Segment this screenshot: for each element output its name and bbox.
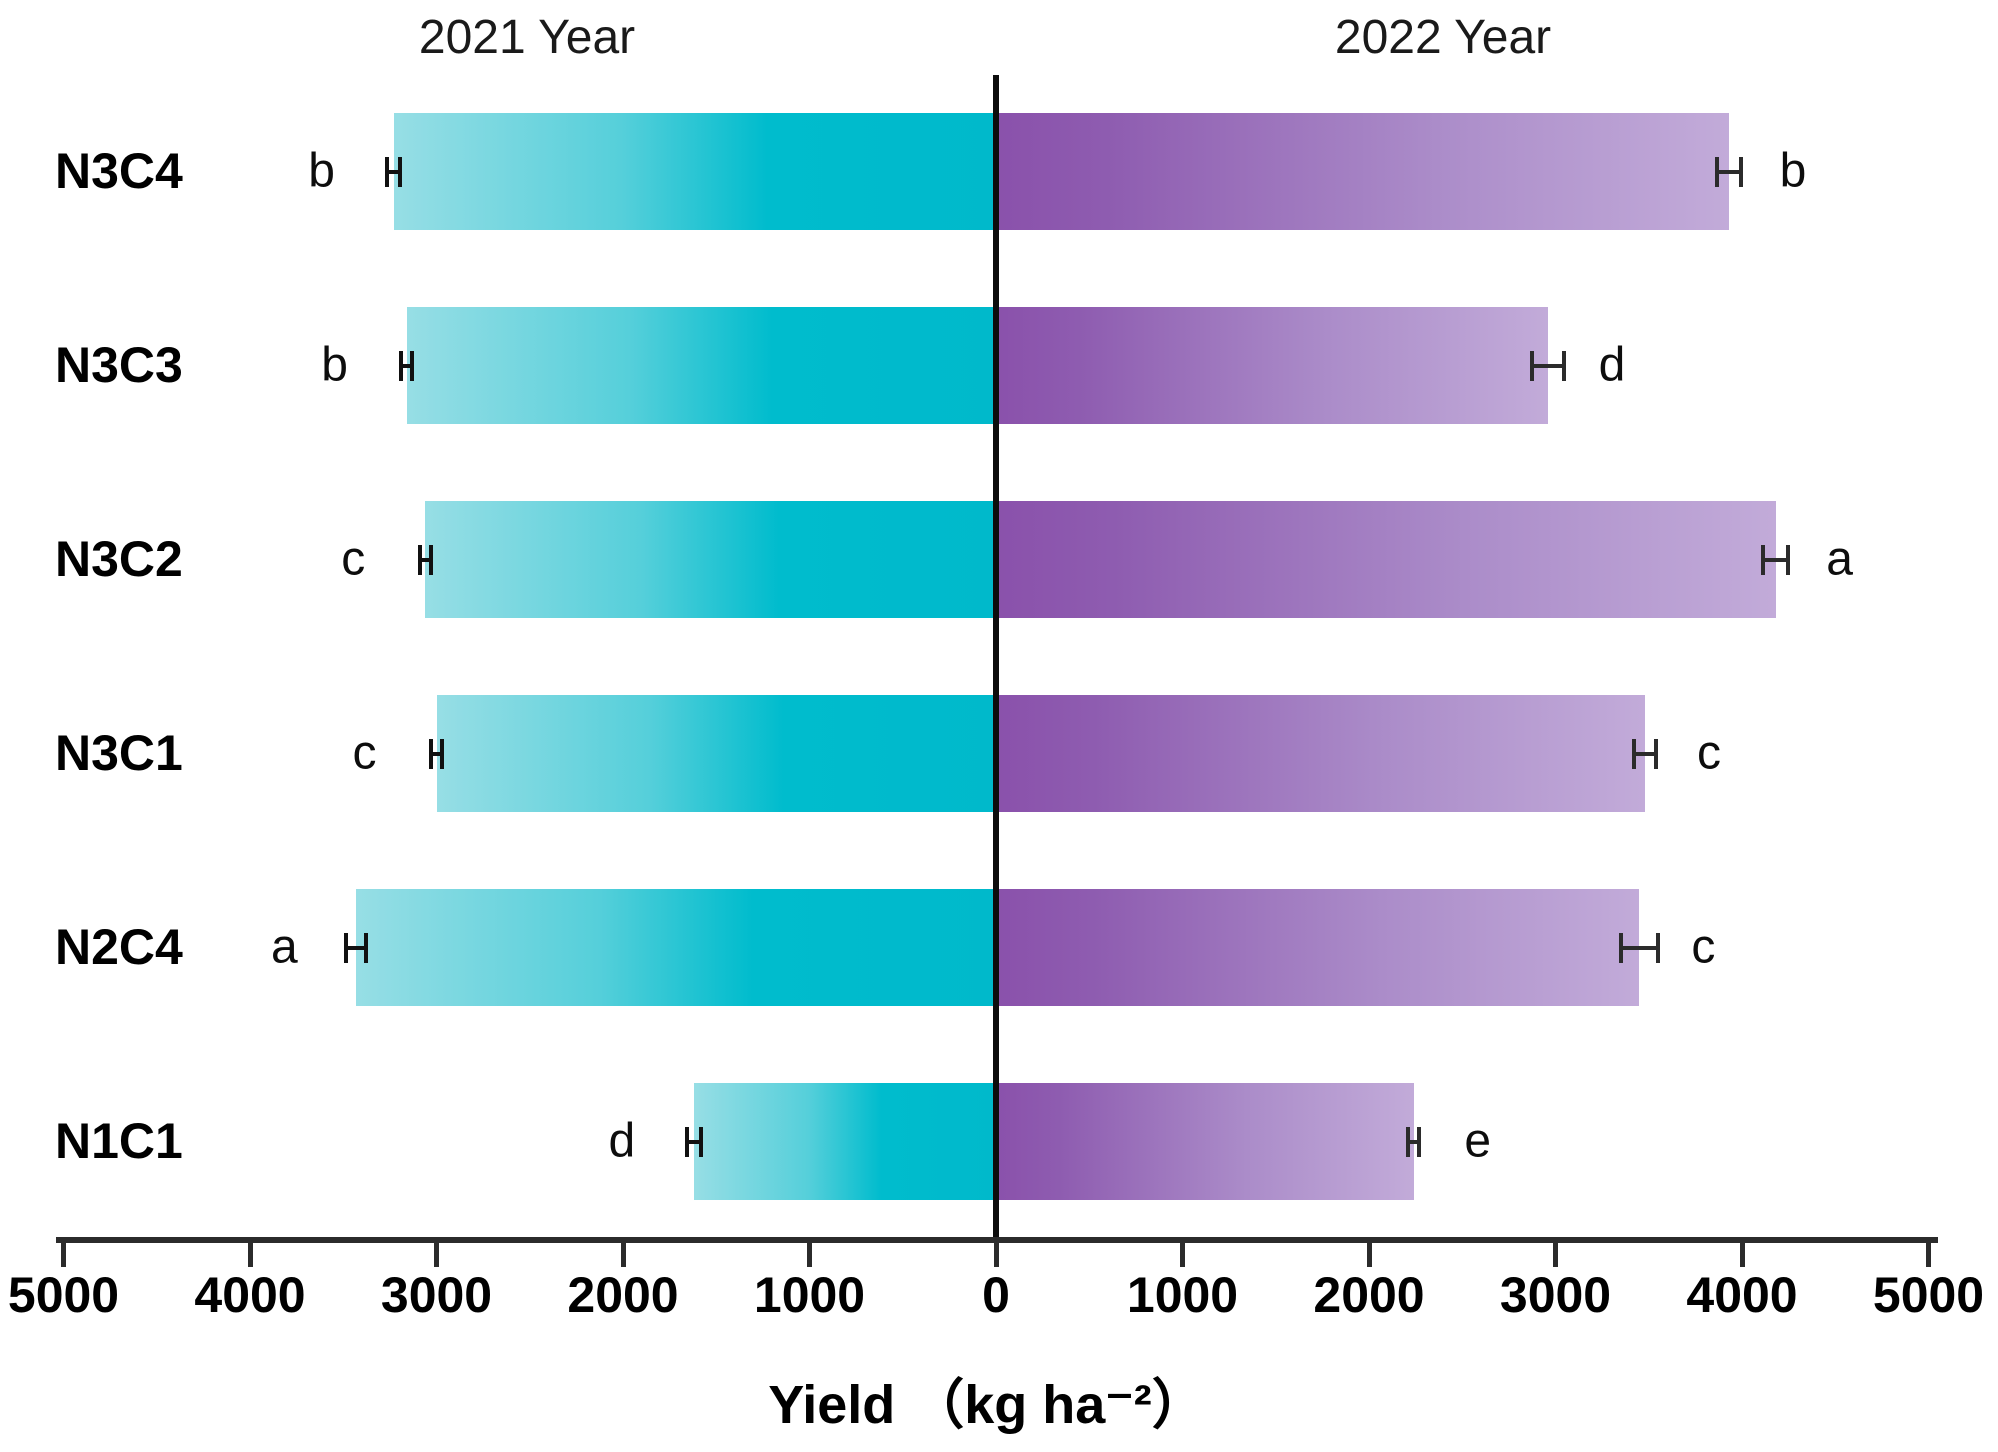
- error-bar-2021-n1c1: [684, 1126, 704, 1157]
- error-cap-right: [1786, 544, 1791, 575]
- x-tick-label: 4000: [1686, 1267, 1798, 1323]
- sig-letter-2021-n2c4: a: [270, 919, 298, 973]
- bar-2021-n3c3: [406, 307, 996, 424]
- right-panel-title: 2022 Year: [1334, 11, 1552, 64]
- error-line: [344, 945, 369, 950]
- x-tick-mark: [1739, 1239, 1745, 1267]
- x-tick-mark: [993, 1239, 999, 1267]
- sig-letter-2021-n3c3: b: [321, 337, 349, 391]
- error-bar-2022-n3c1: [1631, 738, 1659, 769]
- error-line: [1618, 945, 1660, 950]
- sig-letter-2021-n1c1: d: [608, 1113, 636, 1167]
- error-line: [1530, 363, 1566, 368]
- sig-letter-2022-n3c4: b: [1779, 143, 1807, 197]
- x-tick-mark: [1366, 1239, 1372, 1267]
- error-bar-2021-n3c4: [385, 156, 402, 187]
- error-cap-right: [1654, 738, 1659, 769]
- bar-2022-n3c1: [996, 695, 1646, 812]
- category-label: N1C1: [55, 1112, 183, 1169]
- error-bar-2022-n3c4: [1714, 156, 1743, 187]
- error-cap-right: [1417, 1126, 1422, 1157]
- error-line: [1714, 169, 1743, 174]
- x-tick-mark: [1180, 1239, 1185, 1267]
- x-tick-label: 2000: [1313, 1267, 1425, 1323]
- x-tick-label: 1000: [1126, 1267, 1239, 1323]
- left-panel-title: 2021 Year: [418, 11, 636, 64]
- x-tick-mark: [434, 1239, 439, 1267]
- error-line: [429, 751, 444, 756]
- bar-2022-n3c3: [996, 307, 1549, 424]
- error-cap-right: [428, 544, 433, 575]
- x-tick-label: 4000: [194, 1267, 306, 1323]
- bar-2022-n3c4: [996, 113, 1729, 230]
- error-bar-2021-n3c2: [417, 544, 433, 575]
- x-tick-mark: [1553, 1239, 1558, 1267]
- sig-letter-2022-n3c2: a: [1826, 531, 1853, 585]
- x-tick-mark: [61, 1239, 66, 1267]
- error-line: [385, 169, 402, 174]
- x-tick-label: 0: [982, 1267, 1010, 1323]
- error-cap-right: [1561, 350, 1566, 381]
- bar-2021-n3c4: [393, 113, 996, 230]
- bar-2022-n1c1: [996, 1083, 1414, 1200]
- sig-letter-2021-n3c1: c: [352, 725, 377, 779]
- x-tick-mark: [1926, 1239, 1931, 1267]
- error-line: [1760, 557, 1791, 562]
- x-tick-label: 5000: [7, 1267, 120, 1323]
- bar-2021-n1c1: [693, 1083, 996, 1200]
- sig-letter-2021-n3c4: b: [308, 143, 335, 197]
- error-cap-right: [364, 932, 369, 963]
- error-cap-right: [699, 1126, 704, 1157]
- error-cap-right: [397, 156, 402, 187]
- category-label: N3C2: [55, 530, 183, 587]
- x-tick-label: 2000: [567, 1267, 679, 1323]
- error-bar-2021-n3c3: [399, 350, 415, 381]
- x-tick-mark: [807, 1239, 812, 1267]
- error-line: [1631, 751, 1659, 756]
- sig-letter-2021-n3c2: c: [341, 531, 366, 585]
- error-bar-2022-n1c1: [1406, 1126, 1422, 1157]
- sig-letter-2022-n3c3: d: [1598, 337, 1626, 391]
- bar-2021-n2c4: [356, 889, 996, 1006]
- error-cap-right: [1655, 932, 1660, 963]
- error-cap-right: [410, 350, 415, 381]
- x-tick-label: 3000: [1499, 1267, 1612, 1323]
- x-tick-label: 5000: [1872, 1267, 1985, 1323]
- x-tick-mark: [247, 1239, 253, 1267]
- error-cap-right: [439, 738, 444, 769]
- error-bar-2021-n3c1: [429, 738, 444, 769]
- zero-baseline: [993, 75, 999, 1240]
- error-cap-right: [1738, 156, 1743, 187]
- error-line: [399, 363, 415, 368]
- x-tick-mark: [620, 1239, 626, 1267]
- sig-letter-2022-n2c4: c: [1691, 919, 1716, 973]
- error-line: [417, 557, 433, 562]
- sig-letter-2022-n1c1: e: [1464, 1113, 1492, 1167]
- error-line: [684, 1139, 704, 1144]
- category-label: N3C3: [55, 336, 183, 393]
- error-bar-2022-n3c3: [1530, 350, 1566, 381]
- category-label: N3C1: [55, 724, 183, 781]
- bar-2021-n3c2: [425, 501, 996, 618]
- bar-2022-n2c4: [996, 889, 1640, 1006]
- x-tick-label: 3000: [380, 1267, 493, 1323]
- bar-2021-n3c1: [436, 695, 996, 812]
- x-tick-label: 1000: [753, 1267, 866, 1323]
- error-bar-2022-n3c2: [1760, 544, 1791, 575]
- x-axis-label: Yield （kg ha⁻²）: [768, 1375, 1206, 1435]
- category-label: N3C4: [55, 142, 183, 199]
- sig-letter-2022-n3c1: c: [1697, 725, 1722, 779]
- error-bar-2022-n2c4: [1618, 932, 1660, 963]
- category-label: N2C4: [55, 918, 183, 975]
- bar-2022-n3c2: [996, 501, 1776, 618]
- error-line: [1406, 1139, 1422, 1144]
- error-bar-2021-n2c4: [344, 932, 369, 963]
